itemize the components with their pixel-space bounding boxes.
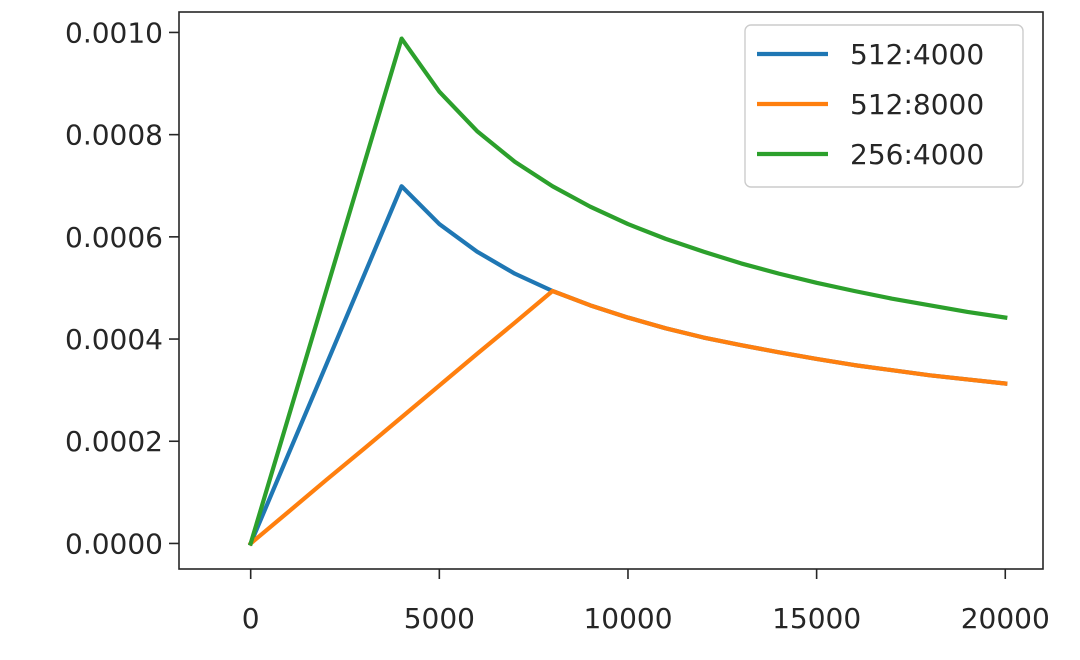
y-tick-label: 0.0000 <box>65 527 163 560</box>
legend-label: 512:8000 <box>850 88 984 121</box>
legend-label: 512:4000 <box>850 38 984 71</box>
y-tick-label: 0.0002 <box>65 425 163 458</box>
series-line-512-8000 <box>247 288 1008 547</box>
y-tick-label: 0.0010 <box>65 16 163 49</box>
legend: 512:4000 512:8000 256:4000 <box>744 24 1024 188</box>
legend-label: 256:4000 <box>850 138 984 171</box>
y-axis: 0.0000 0.0002 0.0004 0.0006 0.0008 0.0010 <box>65 16 179 560</box>
y-tick-label: 0.0004 <box>65 323 163 356</box>
x-tick-label: 15000 <box>772 602 861 635</box>
y-tick-label: 0.0008 <box>65 119 163 152</box>
x-tick-label: 10000 <box>583 602 672 635</box>
x-tick-label: 0 <box>242 602 260 635</box>
plot-frame <box>178 11 1044 570</box>
series-layer <box>247 36 1008 547</box>
x-tick-label: 20000 <box>961 602 1050 635</box>
series-line-256-4000 <box>248 36 1008 547</box>
y-tick-label: 0.0006 <box>65 221 163 254</box>
x-tick-label: 5000 <box>404 602 475 635</box>
x-axis: 0 5000 10000 15000 20000 <box>242 569 1050 635</box>
legend-box <box>744 24 1024 188</box>
